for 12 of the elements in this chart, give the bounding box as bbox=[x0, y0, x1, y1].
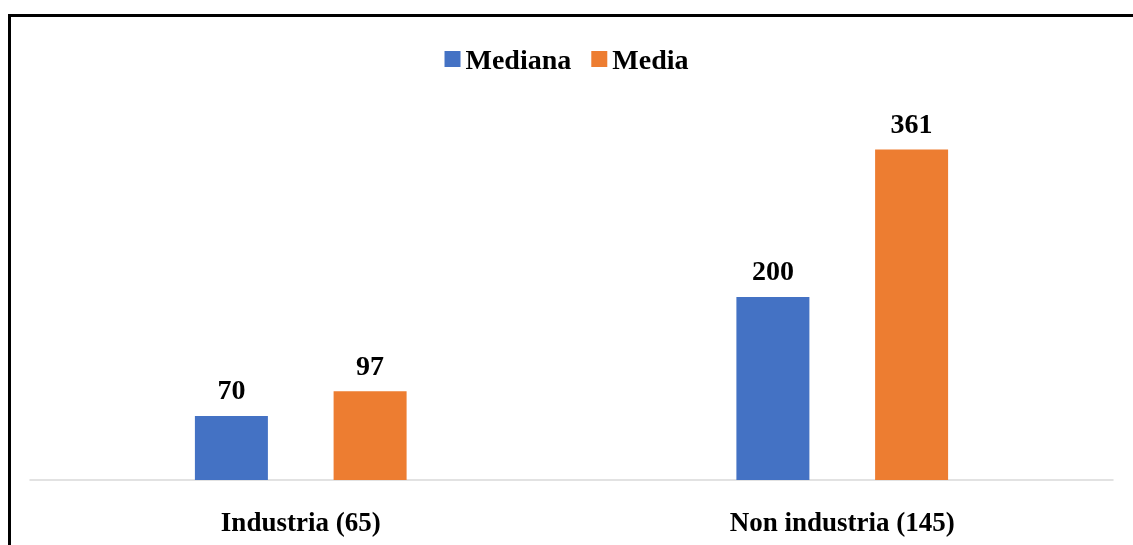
data-label: 200 bbox=[751, 255, 794, 287]
legend-label: Media bbox=[612, 43, 689, 75]
legend-label: Mediana bbox=[465, 43, 572, 75]
data-label: 97 bbox=[356, 349, 385, 381]
bar bbox=[333, 391, 407, 480]
bar bbox=[194, 415, 268, 480]
data-label: 70 bbox=[217, 374, 246, 406]
x-tick-label: Non industria (145) bbox=[729, 506, 955, 537]
bar bbox=[736, 296, 810, 480]
x-tick-label: Industria (65) bbox=[220, 506, 381, 537]
data-label: 361 bbox=[890, 108, 933, 140]
bar bbox=[875, 149, 949, 480]
